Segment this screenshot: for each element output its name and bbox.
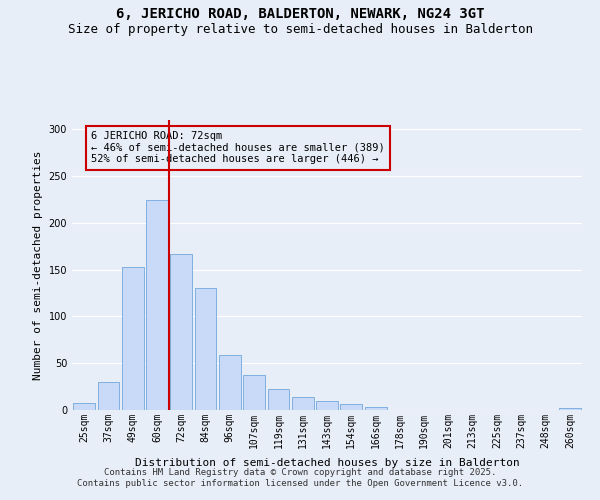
Bar [73,404,95,410]
Bar [365,407,386,410]
Bar [97,382,119,410]
Bar [122,267,143,410]
Bar [243,376,265,410]
Bar [194,288,217,410]
Bar [146,200,168,410]
Bar [170,254,192,410]
Bar [268,390,289,410]
Text: Size of property relative to semi-detached houses in Balderton: Size of property relative to semi-detach… [67,22,533,36]
Bar [219,355,241,410]
Bar [316,400,338,410]
Text: Contains HM Land Registry data © Crown copyright and database right 2025.
Contai: Contains HM Land Registry data © Crown c… [77,468,523,487]
Y-axis label: Number of semi-detached properties: Number of semi-detached properties [33,150,43,380]
Bar [559,408,581,410]
Bar [340,404,362,410]
Text: 6, JERICHO ROAD, BALDERTON, NEWARK, NG24 3GT: 6, JERICHO ROAD, BALDERTON, NEWARK, NG24… [116,8,484,22]
Text: 6 JERICHO ROAD: 72sqm
← 46% of semi-detached houses are smaller (389)
52% of sem: 6 JERICHO ROAD: 72sqm ← 46% of semi-deta… [91,131,385,164]
Bar [292,397,314,410]
Text: Distribution of semi-detached houses by size in Balderton: Distribution of semi-detached houses by … [134,458,520,468]
